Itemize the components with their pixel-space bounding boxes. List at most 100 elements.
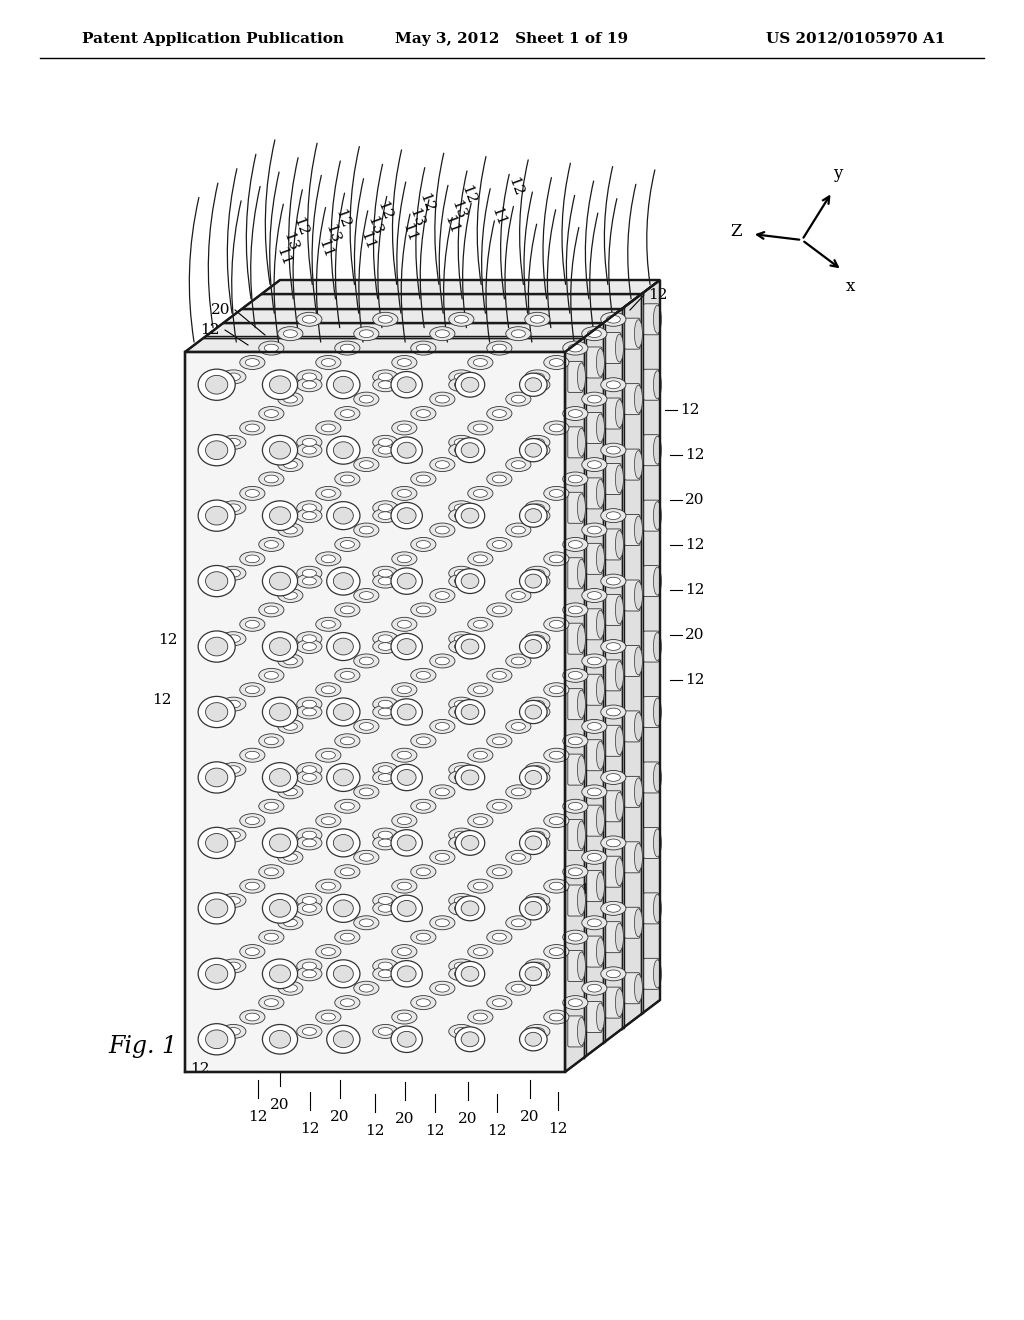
Ellipse shape <box>578 821 586 849</box>
Ellipse shape <box>449 836 474 850</box>
Ellipse shape <box>582 653 607 668</box>
Ellipse shape <box>278 981 303 995</box>
Ellipse shape <box>378 701 392 708</box>
Ellipse shape <box>373 1024 398 1039</box>
Ellipse shape <box>322 686 335 693</box>
Ellipse shape <box>411 995 436 1010</box>
Ellipse shape <box>397 704 416 719</box>
Ellipse shape <box>525 574 542 587</box>
Ellipse shape <box>262 632 298 661</box>
Ellipse shape <box>262 763 298 792</box>
Ellipse shape <box>486 734 512 748</box>
Ellipse shape <box>302 766 316 774</box>
FancyBboxPatch shape <box>625 842 640 873</box>
FancyBboxPatch shape <box>625 776 640 808</box>
Ellipse shape <box>519 766 547 789</box>
Ellipse shape <box>601 508 626 523</box>
Ellipse shape <box>198 1024 236 1055</box>
Ellipse shape <box>455 569 468 577</box>
Ellipse shape <box>373 632 398 645</box>
Ellipse shape <box>635 647 642 675</box>
Ellipse shape <box>486 995 512 1010</box>
Ellipse shape <box>530 512 545 520</box>
Ellipse shape <box>519 438 547 462</box>
Ellipse shape <box>246 948 259 956</box>
Ellipse shape <box>359 722 374 730</box>
Ellipse shape <box>302 635 316 643</box>
Ellipse shape <box>530 708 545 715</box>
Ellipse shape <box>524 836 550 850</box>
Text: 20: 20 <box>685 492 705 507</box>
Ellipse shape <box>455 774 468 781</box>
Ellipse shape <box>269 965 291 982</box>
Ellipse shape <box>493 345 506 352</box>
Ellipse shape <box>411 341 436 355</box>
Ellipse shape <box>568 672 583 680</box>
Ellipse shape <box>449 574 474 589</box>
Ellipse shape <box>588 722 601 730</box>
Ellipse shape <box>373 902 398 915</box>
Ellipse shape <box>297 378 322 392</box>
Ellipse shape <box>549 620 563 628</box>
Ellipse shape <box>449 508 474 523</box>
Ellipse shape <box>278 719 303 734</box>
Ellipse shape <box>284 985 297 993</box>
Ellipse shape <box>302 774 316 781</box>
Ellipse shape <box>391 698 422 725</box>
Ellipse shape <box>449 705 474 719</box>
Ellipse shape <box>582 523 607 537</box>
Ellipse shape <box>297 836 322 850</box>
Ellipse shape <box>297 902 322 915</box>
Ellipse shape <box>435 919 450 927</box>
Ellipse shape <box>430 589 455 602</box>
Ellipse shape <box>322 948 335 956</box>
Ellipse shape <box>596 610 604 639</box>
Ellipse shape <box>455 504 468 512</box>
Ellipse shape <box>473 490 487 498</box>
FancyBboxPatch shape <box>587 936 602 968</box>
Ellipse shape <box>449 378 474 392</box>
Text: 12: 12 <box>366 1125 385 1138</box>
Text: Fig. 1: Fig. 1 <box>108 1035 177 1059</box>
Ellipse shape <box>549 686 563 693</box>
Ellipse shape <box>397 554 412 562</box>
Ellipse shape <box>568 606 583 614</box>
Ellipse shape <box>606 970 621 978</box>
Ellipse shape <box>198 762 236 793</box>
FancyBboxPatch shape <box>644 892 658 924</box>
Ellipse shape <box>391 634 422 660</box>
Ellipse shape <box>198 434 236 466</box>
Ellipse shape <box>519 701 547 723</box>
Ellipse shape <box>449 640 474 653</box>
Ellipse shape <box>449 958 474 973</box>
Ellipse shape <box>322 882 335 890</box>
Text: 20: 20 <box>395 1111 415 1126</box>
Ellipse shape <box>240 355 265 370</box>
Ellipse shape <box>601 966 626 981</box>
Ellipse shape <box>391 568 422 594</box>
Ellipse shape <box>378 512 392 520</box>
Ellipse shape <box>455 708 468 715</box>
Ellipse shape <box>340 409 354 417</box>
Ellipse shape <box>278 916 303 929</box>
Ellipse shape <box>411 407 436 421</box>
FancyBboxPatch shape <box>644 565 658 597</box>
Ellipse shape <box>493 803 506 810</box>
Ellipse shape <box>335 931 360 944</box>
Ellipse shape <box>378 1027 392 1035</box>
Ellipse shape <box>430 850 455 865</box>
FancyBboxPatch shape <box>625 907 640 939</box>
Text: May 3, 2012   Sheet 1 of 19: May 3, 2012 Sheet 1 of 19 <box>395 32 629 46</box>
Ellipse shape <box>524 378 550 392</box>
Ellipse shape <box>456 830 484 855</box>
Ellipse shape <box>524 500 550 515</box>
Ellipse shape <box>417 672 430 680</box>
Ellipse shape <box>544 618 569 631</box>
Ellipse shape <box>246 620 259 628</box>
FancyBboxPatch shape <box>587 805 602 836</box>
Ellipse shape <box>392 355 417 370</box>
Ellipse shape <box>226 896 241 904</box>
Ellipse shape <box>335 865 360 879</box>
Ellipse shape <box>334 965 353 982</box>
Ellipse shape <box>221 436 246 449</box>
